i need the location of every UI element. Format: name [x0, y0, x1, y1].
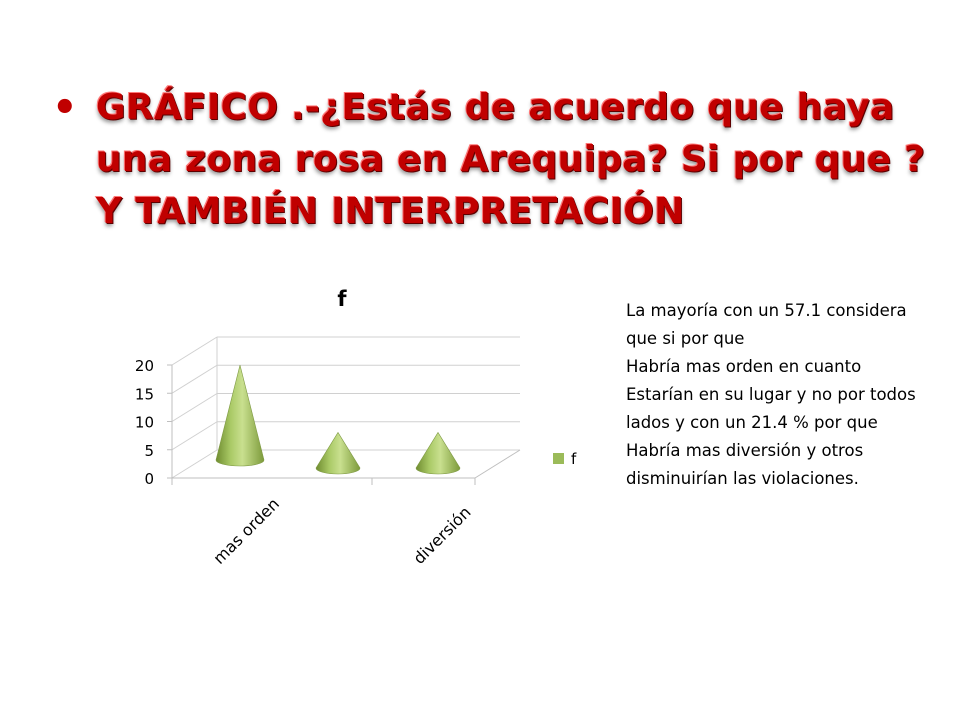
- interpretation-line: Habría mas orden en cuanto: [626, 357, 862, 376]
- cone-bar: [215, 365, 265, 467]
- cone-chart: 0 5 10 15 20 mas orden diversión f f: [135, 287, 577, 568]
- chart-title: f: [337, 287, 347, 311]
- legend-label: f: [571, 450, 577, 468]
- cone-bar: [315, 431, 361, 475]
- y-tick-label: 5: [144, 442, 154, 460]
- grid-diagonal: [171, 336, 218, 366]
- interpretation-line: Habría mas diversión y otros disminuiría…: [626, 441, 864, 488]
- y-tick-label: 0: [144, 470, 154, 488]
- cone-bar: [415, 431, 461, 475]
- chart-cones: [215, 365, 461, 475]
- chart-grid: [167, 336, 521, 485]
- interpretation-text: La mayoría con un 57.1 considera que si …: [626, 297, 926, 493]
- grid-diagonal: [171, 421, 218, 451]
- slide-title: GRÁFICO .-¿Estás de acuerdo que haya una…: [96, 87, 926, 232]
- floor-right-edge: [474, 449, 521, 479]
- grid-diagonal: [171, 364, 218, 394]
- grid-diagonal: [171, 393, 218, 422]
- interpretation-line: Estarían en su lugar y no por todos lado…: [626, 385, 916, 432]
- bullet-icon: •: [52, 85, 78, 131]
- x-tick-label: diversión: [409, 503, 474, 568]
- chart-legend: f: [553, 450, 577, 468]
- grid-diagonal: [171, 449, 218, 479]
- interpretation-line: La mayoría con un 57.1 considera que si …: [626, 301, 907, 348]
- legend-swatch: [553, 453, 564, 464]
- y-tick-label: 15: [135, 385, 154, 403]
- y-tick-label: 20: [135, 357, 154, 375]
- y-tick-label: 10: [135, 414, 154, 432]
- x-tick-label: mas orden: [209, 494, 283, 568]
